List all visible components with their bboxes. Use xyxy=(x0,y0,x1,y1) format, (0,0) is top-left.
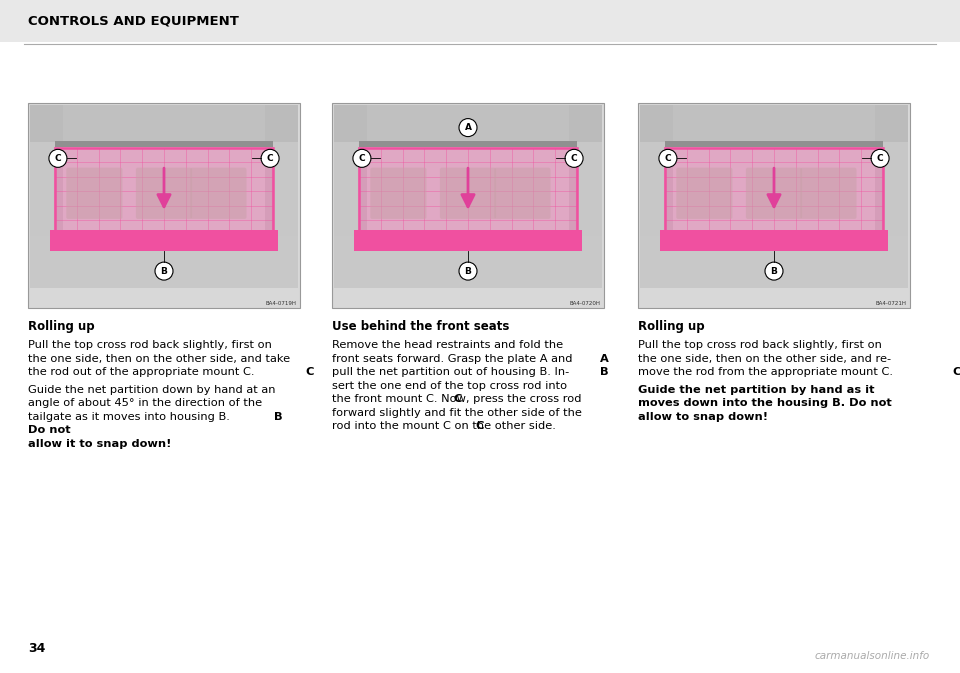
Text: C: C xyxy=(571,154,577,163)
Circle shape xyxy=(459,262,477,280)
Text: Do not: Do not xyxy=(28,425,71,435)
Bar xyxy=(660,230,888,250)
Text: angle of about 45° in the direction of the: angle of about 45° in the direction of t… xyxy=(28,398,262,409)
Bar xyxy=(665,148,883,234)
Bar xyxy=(359,141,577,147)
FancyBboxPatch shape xyxy=(136,168,192,219)
Text: C: C xyxy=(453,394,462,404)
Bar xyxy=(56,141,273,147)
Text: Rolling up: Rolling up xyxy=(638,320,705,333)
FancyBboxPatch shape xyxy=(66,168,123,219)
Bar xyxy=(640,236,908,287)
Text: the one side, then on the other side, and re-: the one side, then on the other side, an… xyxy=(638,354,891,363)
Bar xyxy=(30,105,62,279)
Bar xyxy=(56,148,273,234)
Bar xyxy=(265,105,298,279)
Circle shape xyxy=(659,149,677,168)
Circle shape xyxy=(353,149,371,168)
Text: Pull the top cross rod back slightly, first on: Pull the top cross rod back slightly, fi… xyxy=(638,341,882,350)
Text: Remove the head restraints and fold the: Remove the head restraints and fold the xyxy=(332,341,564,350)
Bar xyxy=(334,105,602,142)
Text: front seats forward. Grasp the plate A and: front seats forward. Grasp the plate A a… xyxy=(332,354,572,363)
Bar xyxy=(359,148,577,234)
Circle shape xyxy=(49,149,67,168)
Text: B: B xyxy=(160,267,167,276)
Circle shape xyxy=(155,262,173,280)
Text: allow it to snap down!: allow it to snap down! xyxy=(28,439,172,449)
Text: move the rod from the appropriate mount C.: move the rod from the appropriate mount … xyxy=(638,367,893,378)
Bar xyxy=(30,236,298,287)
FancyBboxPatch shape xyxy=(440,168,496,219)
Text: B: B xyxy=(274,412,282,422)
Circle shape xyxy=(565,149,583,168)
Bar xyxy=(359,148,577,234)
Text: 34: 34 xyxy=(28,642,45,655)
Circle shape xyxy=(765,262,783,280)
Text: C: C xyxy=(305,367,314,378)
Bar xyxy=(332,103,604,308)
Text: B: B xyxy=(771,267,778,276)
Text: Pull the top cross rod back slightly, first on: Pull the top cross rod back slightly, fi… xyxy=(28,341,272,350)
FancyBboxPatch shape xyxy=(371,168,426,219)
Text: rod into the mount C on the other side.: rod into the mount C on the other side. xyxy=(332,421,556,431)
Bar xyxy=(30,105,298,142)
Text: C: C xyxy=(876,154,883,163)
Text: Guide the net partition by hand as it: Guide the net partition by hand as it xyxy=(638,385,875,395)
Bar xyxy=(665,141,883,147)
Text: moves down into the housing B. Do not: moves down into the housing B. Do not xyxy=(638,398,892,409)
Text: B: B xyxy=(465,267,471,276)
Bar xyxy=(0,0,960,42)
FancyBboxPatch shape xyxy=(676,168,732,219)
Text: A: A xyxy=(465,123,471,132)
Bar xyxy=(569,105,602,279)
Circle shape xyxy=(459,118,477,137)
Bar xyxy=(665,148,883,234)
Text: C: C xyxy=(664,154,671,163)
Bar xyxy=(56,148,273,234)
FancyBboxPatch shape xyxy=(494,168,550,219)
Text: CONTROLS AND EQUIPMENT: CONTROLS AND EQUIPMENT xyxy=(28,15,239,28)
Bar xyxy=(638,103,910,308)
Text: the front mount C. Now, press the cross rod: the front mount C. Now, press the cross … xyxy=(332,394,582,404)
Text: Guide the net partition down by hand at an: Guide the net partition down by hand at … xyxy=(28,385,276,395)
Circle shape xyxy=(871,149,889,168)
Text: pull the net partition out of housing B. In-: pull the net partition out of housing B.… xyxy=(332,367,569,378)
Bar xyxy=(640,105,908,142)
Text: carmanualsonline.info: carmanualsonline.info xyxy=(815,651,930,661)
Bar xyxy=(50,230,278,250)
FancyBboxPatch shape xyxy=(801,168,856,219)
Text: C: C xyxy=(475,421,484,431)
Text: A: A xyxy=(600,354,609,363)
Bar xyxy=(353,230,582,250)
FancyBboxPatch shape xyxy=(746,168,803,219)
Text: Rolling up: Rolling up xyxy=(28,320,95,333)
Bar xyxy=(876,105,908,279)
Bar xyxy=(640,105,673,279)
Text: C: C xyxy=(359,154,365,163)
Text: B: B xyxy=(600,367,609,378)
Text: BA4-0721H: BA4-0721H xyxy=(876,301,907,306)
Text: the one side, then on the other side, and take: the one side, then on the other side, an… xyxy=(28,354,290,363)
Text: the rod out of the appropriate mount C.: the rod out of the appropriate mount C. xyxy=(28,367,254,378)
Text: Use behind the front seats: Use behind the front seats xyxy=(332,320,510,333)
Text: C: C xyxy=(55,154,61,163)
Text: forward slightly and fit the other side of the: forward slightly and fit the other side … xyxy=(332,408,582,418)
Text: sert the one end of the top cross rod into: sert the one end of the top cross rod in… xyxy=(332,381,567,391)
Text: tailgate as it moves into housing B.: tailgate as it moves into housing B. xyxy=(28,412,233,422)
Bar xyxy=(28,103,300,308)
Text: allow to snap down!: allow to snap down! xyxy=(638,412,768,422)
Text: C: C xyxy=(267,154,274,163)
Bar xyxy=(334,105,367,279)
Text: C: C xyxy=(952,367,960,378)
Bar xyxy=(334,236,602,287)
Circle shape xyxy=(261,149,279,168)
FancyBboxPatch shape xyxy=(190,168,247,219)
Text: BA4-0719H: BA4-0719H xyxy=(266,301,297,306)
Text: BA4-0720H: BA4-0720H xyxy=(570,301,601,306)
